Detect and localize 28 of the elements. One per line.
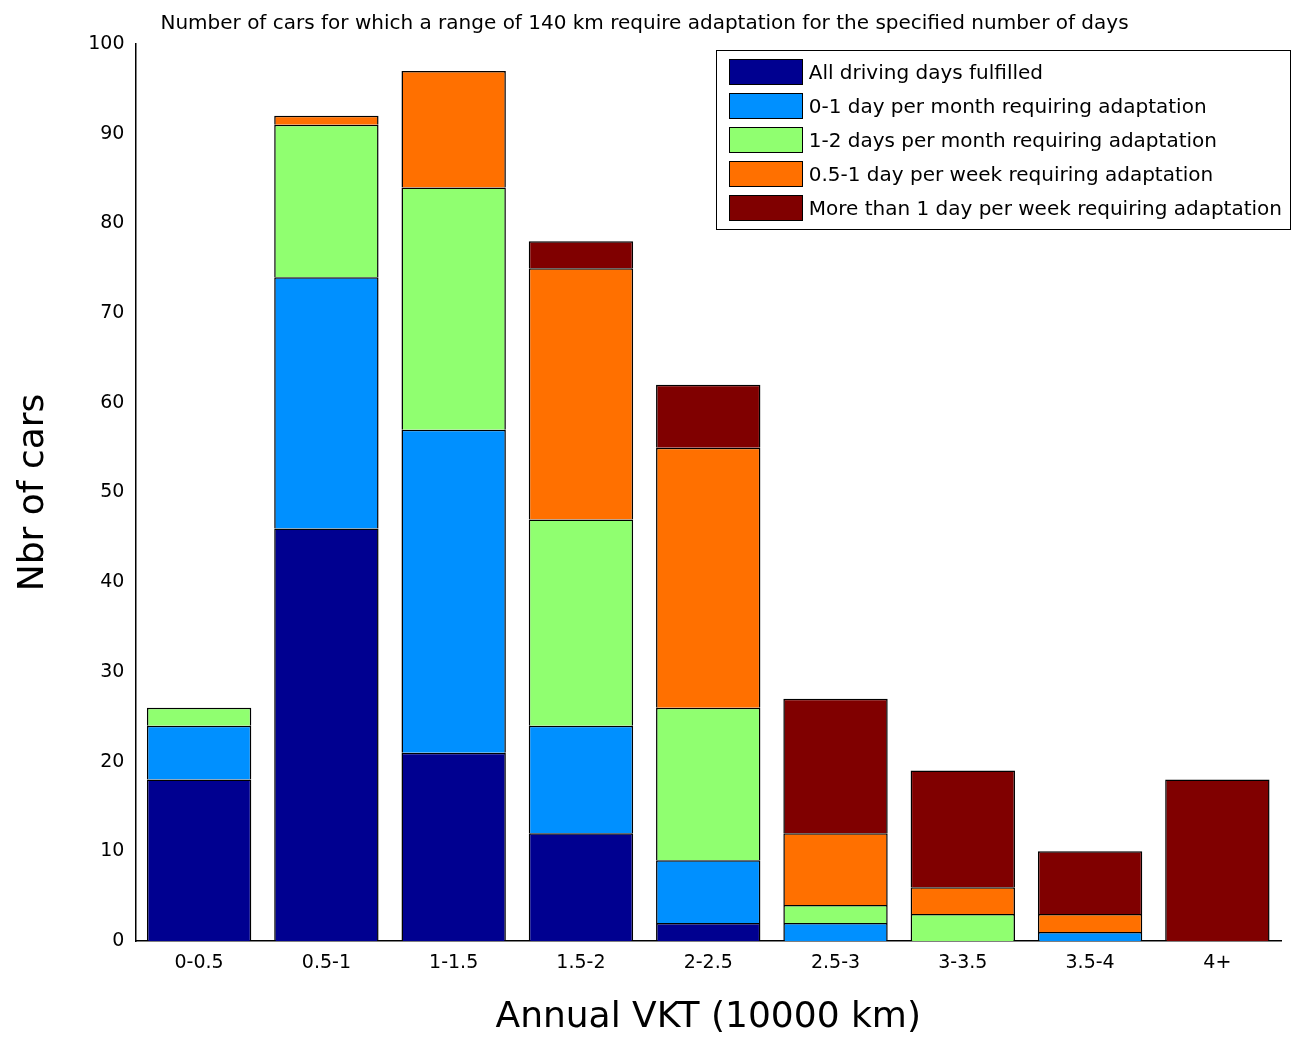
y-tick-label: 100 (88, 30, 125, 53)
x-tick-label: 1.5-2 (556, 950, 606, 973)
y-tick-label: 90 (100, 120, 125, 143)
y-tick-label: 70 (100, 300, 125, 323)
legend-label: All driving days fulfilled (808, 60, 1043, 84)
legend-label: 0.5-1 day per week requiring adaptation (808, 162, 1214, 186)
x-tick-label: 3.5-4 (1065, 950, 1115, 973)
chart-title: Number of cars for which a range of 140 km require adaptation for the specified number of days (160, 10, 1129, 35)
x-tick-label: 3-3.5 (938, 950, 988, 973)
x-tick-label: 0.5-1 (301, 950, 351, 973)
legend-label: 1-2 days per month requiring adaptation (808, 128, 1217, 152)
x-tick-label: 4+ (1203, 950, 1232, 973)
x-axis-title: Annual VKT (10000 km) (495, 993, 921, 1035)
y-axis-title: Nbr of cars (9, 393, 51, 592)
x-tick-label: 2.5-3 (810, 950, 861, 973)
legend-label: 0-1 day per month requiring adaptation (808, 94, 1207, 118)
y-tick-label: 30 (100, 658, 125, 681)
y-tick-label: 50 (100, 479, 125, 502)
y-tick-label: 10 (100, 838, 125, 861)
y-tick-label: 0 (112, 927, 125, 950)
y-tick-label: 20 (100, 748, 125, 771)
y-tick-label: 40 (100, 569, 125, 592)
legend-label: More than 1 day per week requiring adaptation (808, 196, 1282, 220)
y-tick-label: 80 (100, 210, 125, 233)
x-tick-label: 2-2.5 (683, 950, 733, 973)
x-tick-label: 0-0.5 (174, 950, 224, 973)
x-tick-label: 1-1.5 (429, 950, 479, 973)
y-tick-label: 60 (100, 389, 125, 412)
